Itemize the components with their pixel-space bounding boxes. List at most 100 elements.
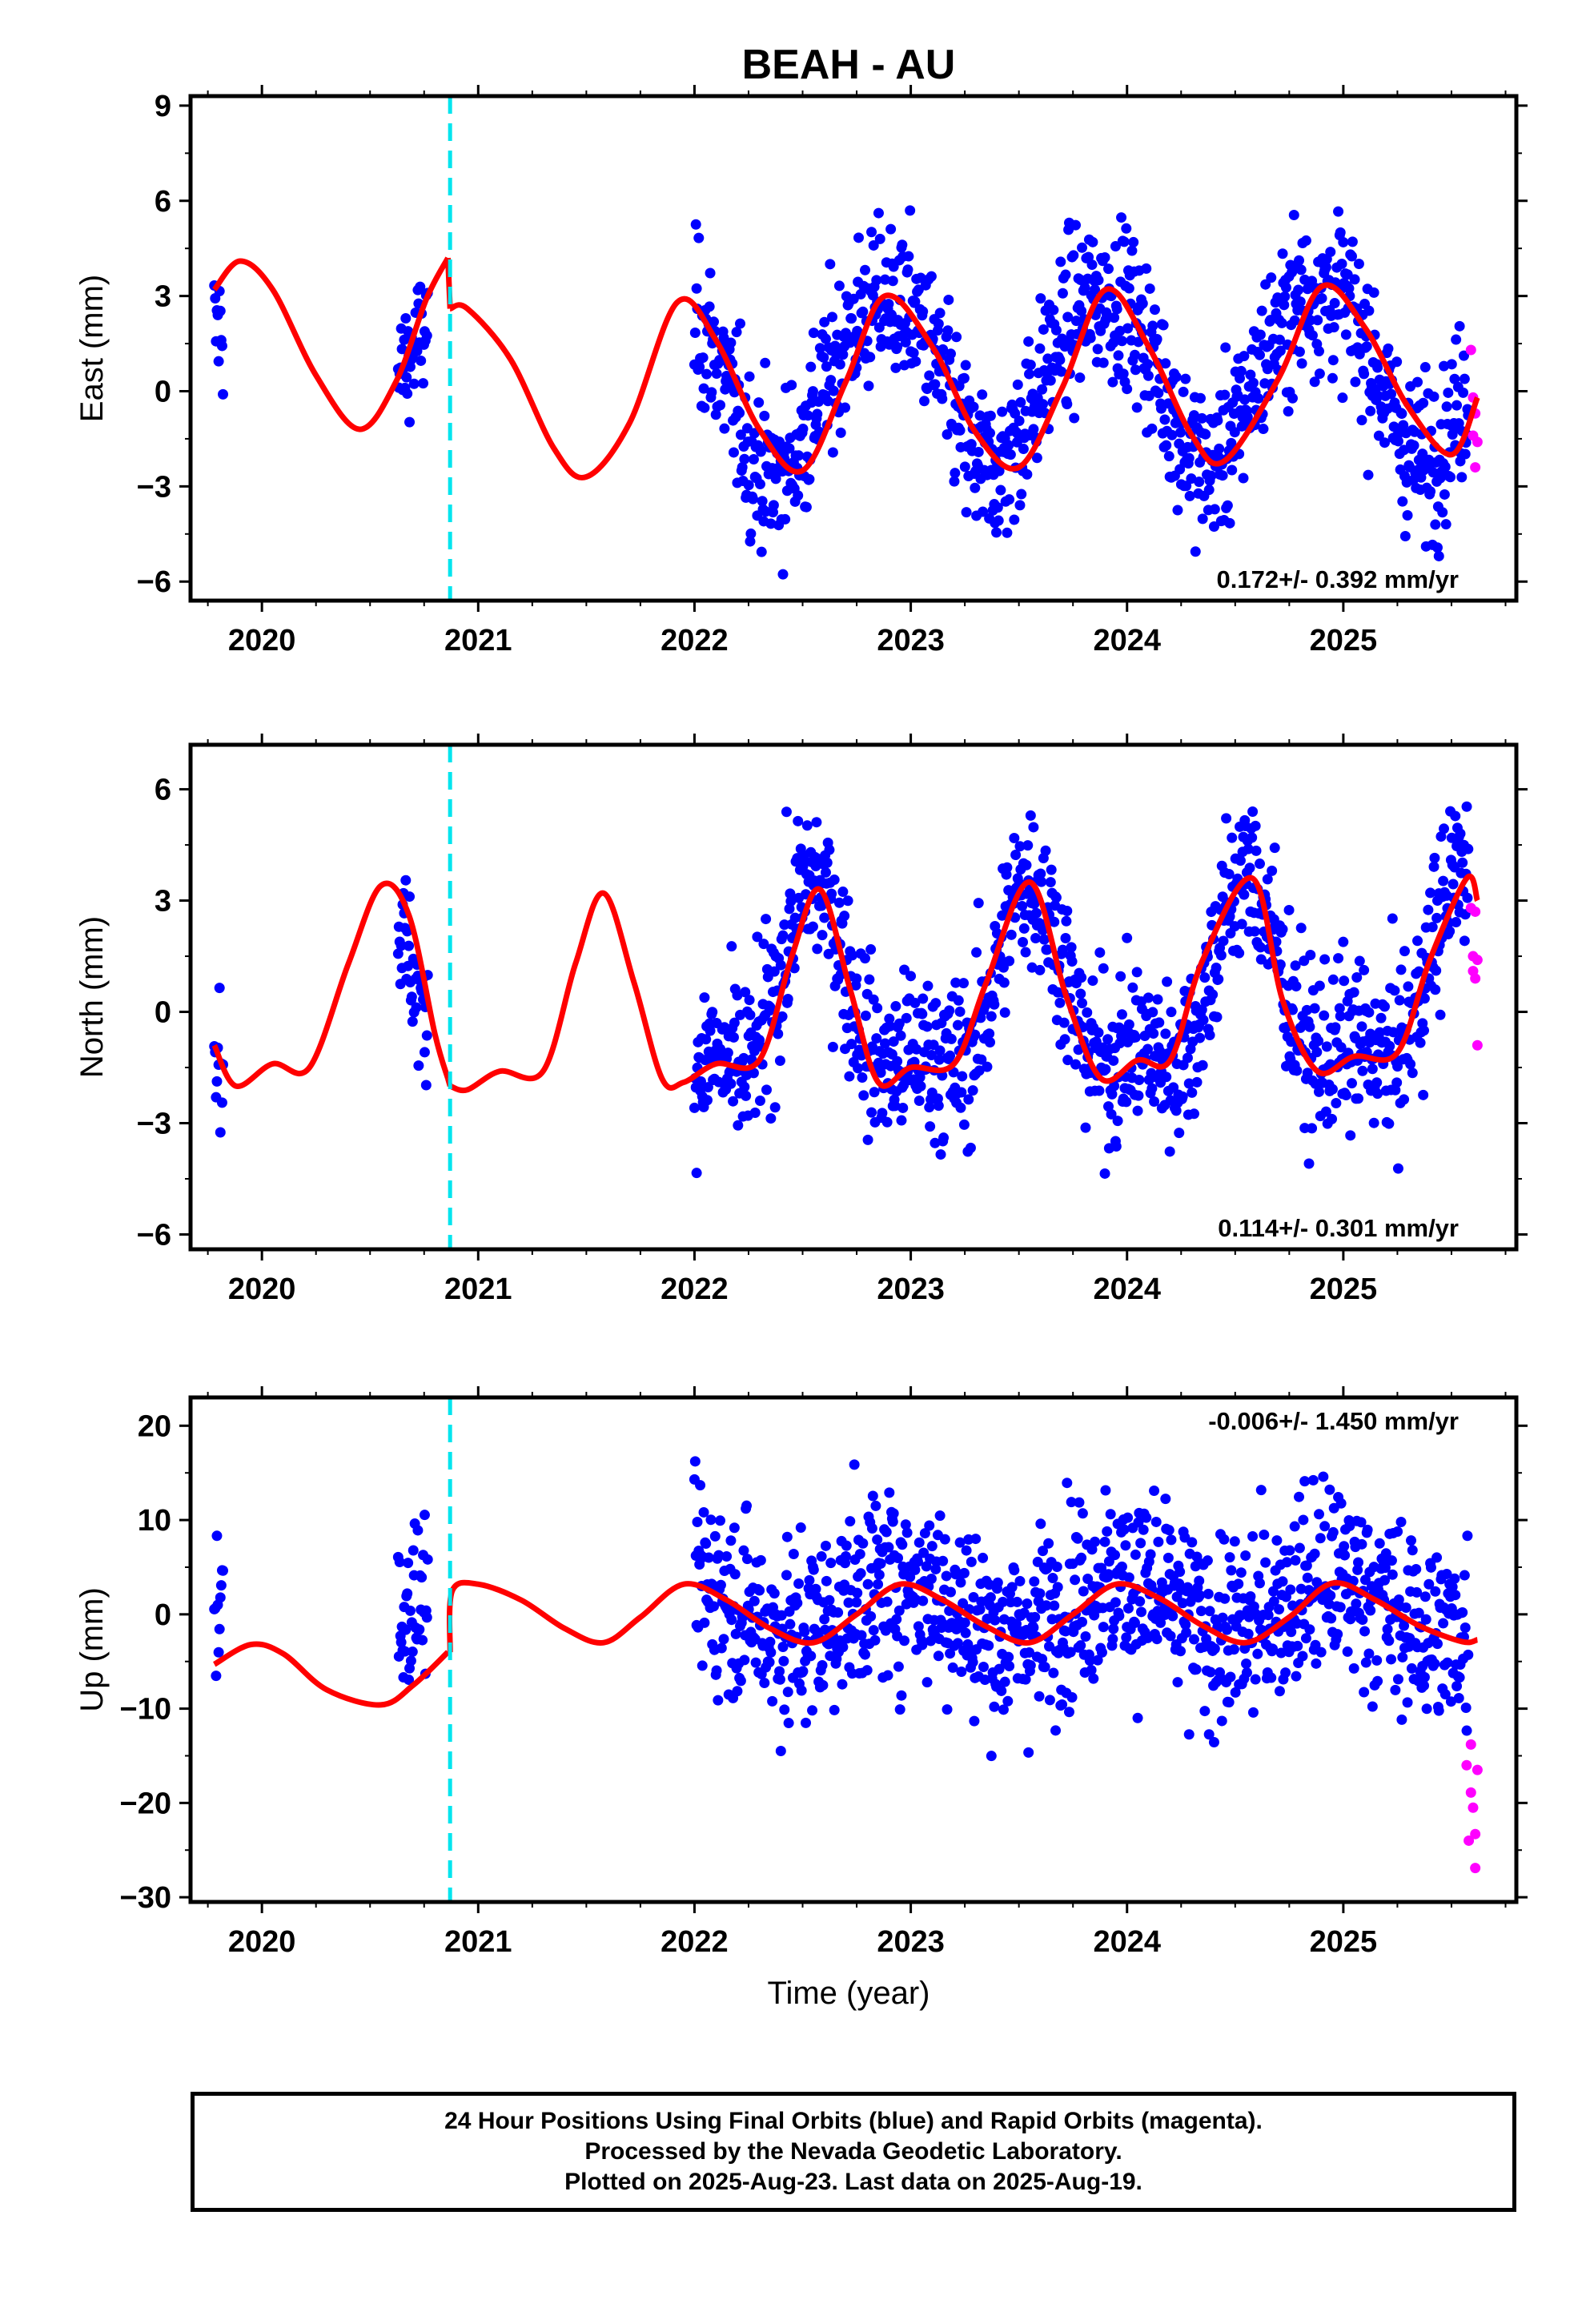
final-orbit-point xyxy=(732,1686,743,1697)
final-orbit-point xyxy=(819,1614,830,1625)
final-orbit-point xyxy=(1126,245,1138,256)
final-orbit-point xyxy=(1313,1509,1324,1520)
final-orbit-point xyxy=(698,1506,709,1518)
final-orbit-point xyxy=(1212,1621,1223,1632)
final-orbit-point xyxy=(1074,372,1086,384)
final-orbit-point xyxy=(728,1031,739,1043)
final-orbit-point xyxy=(1253,392,1264,404)
final-orbit-point xyxy=(875,1067,886,1078)
final-orbit-point xyxy=(960,360,971,371)
final-orbit-point xyxy=(726,1614,737,1626)
final-orbit-point xyxy=(1004,1660,1015,1671)
final-orbit-point xyxy=(1006,1582,1018,1593)
final-orbit-point xyxy=(1118,1524,1130,1535)
final-orbit-point xyxy=(870,1500,881,1511)
final-orbit-point xyxy=(970,482,981,493)
final-orbit-point xyxy=(1328,322,1339,333)
final-orbit-point xyxy=(984,1579,995,1590)
final-orbit-point xyxy=(1009,514,1020,525)
final-orbit-point xyxy=(1419,1025,1430,1036)
caption-line-1: 24 Hour Positions Using Final Orbits (bl… xyxy=(444,2108,1263,2134)
final-orbit-point xyxy=(1147,320,1158,332)
panel-up: 2020 2021 2022 2023 2024 2025 −30 −20 −10 0 10 20 Up… xyxy=(74,1386,1528,1959)
final-orbit-point xyxy=(757,496,768,507)
final-orbit-point xyxy=(1062,399,1073,410)
final-orbit-point xyxy=(1014,841,1026,852)
final-orbit-point xyxy=(937,393,948,404)
final-orbit-point xyxy=(967,1657,978,1668)
final-orbit-point xyxy=(1314,980,1325,991)
final-orbit-point xyxy=(1026,962,1038,973)
final-orbit-point xyxy=(1203,1729,1215,1740)
final-orbit-point xyxy=(215,305,226,316)
final-orbit-point xyxy=(1141,263,1152,274)
final-orbit-point xyxy=(897,239,908,251)
final-orbit-point xyxy=(997,406,1008,417)
final-orbit-point xyxy=(992,502,1003,513)
final-orbit-point xyxy=(1133,336,1144,348)
final-orbit-point xyxy=(983,1640,994,1651)
final-orbit-point xyxy=(1259,1529,1270,1540)
final-orbit-point xyxy=(1162,976,1173,987)
final-orbit-point xyxy=(1269,842,1280,854)
final-orbit-point xyxy=(1291,1671,1302,1682)
final-orbit-point xyxy=(777,1641,789,1652)
final-orbit-point xyxy=(1078,1586,1089,1597)
final-orbit-point xyxy=(995,485,1006,496)
final-orbit-point xyxy=(774,1674,785,1685)
final-orbit-point xyxy=(1009,1565,1020,1576)
final-orbit-point xyxy=(926,1573,937,1584)
final-orbit-point xyxy=(868,1625,879,1636)
final-orbit-point xyxy=(811,817,822,828)
final-orbit-point xyxy=(412,1525,424,1536)
final-orbit-point xyxy=(737,461,748,472)
final-orbit-point xyxy=(1110,1597,1121,1608)
final-orbit-point xyxy=(1405,1059,1416,1070)
final-orbit-point xyxy=(1183,452,1195,464)
final-orbit-point xyxy=(1050,324,1062,336)
final-orbit-point xyxy=(1439,360,1450,372)
final-orbit-point xyxy=(764,1657,775,1668)
final-orbit-point xyxy=(1327,974,1339,985)
final-orbit-point xyxy=(401,372,412,383)
final-orbit-point xyxy=(1336,258,1347,269)
final-orbit-point xyxy=(821,1575,832,1586)
final-orbit-point xyxy=(1349,274,1360,285)
x-tick-label: 2024 xyxy=(1093,1925,1161,1959)
final-orbit-point xyxy=(1121,1096,1132,1108)
final-orbit-point xyxy=(1174,1128,1185,1139)
final-orbit-point xyxy=(801,1717,812,1728)
final-orbit-point xyxy=(1062,1055,1074,1066)
final-orbit-point xyxy=(950,468,961,479)
final-orbit-point xyxy=(1076,305,1087,316)
final-orbit-point xyxy=(1145,1549,1156,1560)
final-orbit-point xyxy=(1340,329,1351,340)
final-orbit-point xyxy=(938,1132,950,1144)
x-tick-label: 2021 xyxy=(444,624,512,657)
final-orbit-point xyxy=(969,1715,980,1727)
final-orbit-point xyxy=(1096,1562,1107,1574)
final-orbit-point xyxy=(1131,967,1142,978)
final-orbit-point xyxy=(1106,1088,1118,1100)
final-orbit-point xyxy=(1167,1610,1178,1622)
final-orbit-point xyxy=(1368,1117,1379,1128)
final-orbit-point xyxy=(721,1551,733,1562)
final-orbit-point xyxy=(1086,1665,1097,1676)
final-orbit-point xyxy=(768,500,779,511)
final-orbit-point xyxy=(1288,209,1299,220)
final-orbit-point xyxy=(1314,368,1325,380)
final-orbit-point xyxy=(840,1550,851,1562)
final-orbit-point xyxy=(1397,1651,1408,1663)
final-orbit-point xyxy=(866,227,877,238)
final-orbit-point xyxy=(211,1530,223,1542)
final-orbit-point xyxy=(732,990,743,1001)
final-orbit-point xyxy=(1235,855,1246,866)
final-orbit-point xyxy=(1342,1646,1353,1657)
final-orbit-point xyxy=(1025,810,1036,821)
final-orbit-point xyxy=(958,372,970,384)
final-orbit-point xyxy=(805,1651,817,1662)
final-orbit-point xyxy=(905,205,916,216)
final-orbit-point xyxy=(851,973,862,984)
final-orbit-point xyxy=(715,400,726,411)
final-orbit-point xyxy=(765,518,777,529)
